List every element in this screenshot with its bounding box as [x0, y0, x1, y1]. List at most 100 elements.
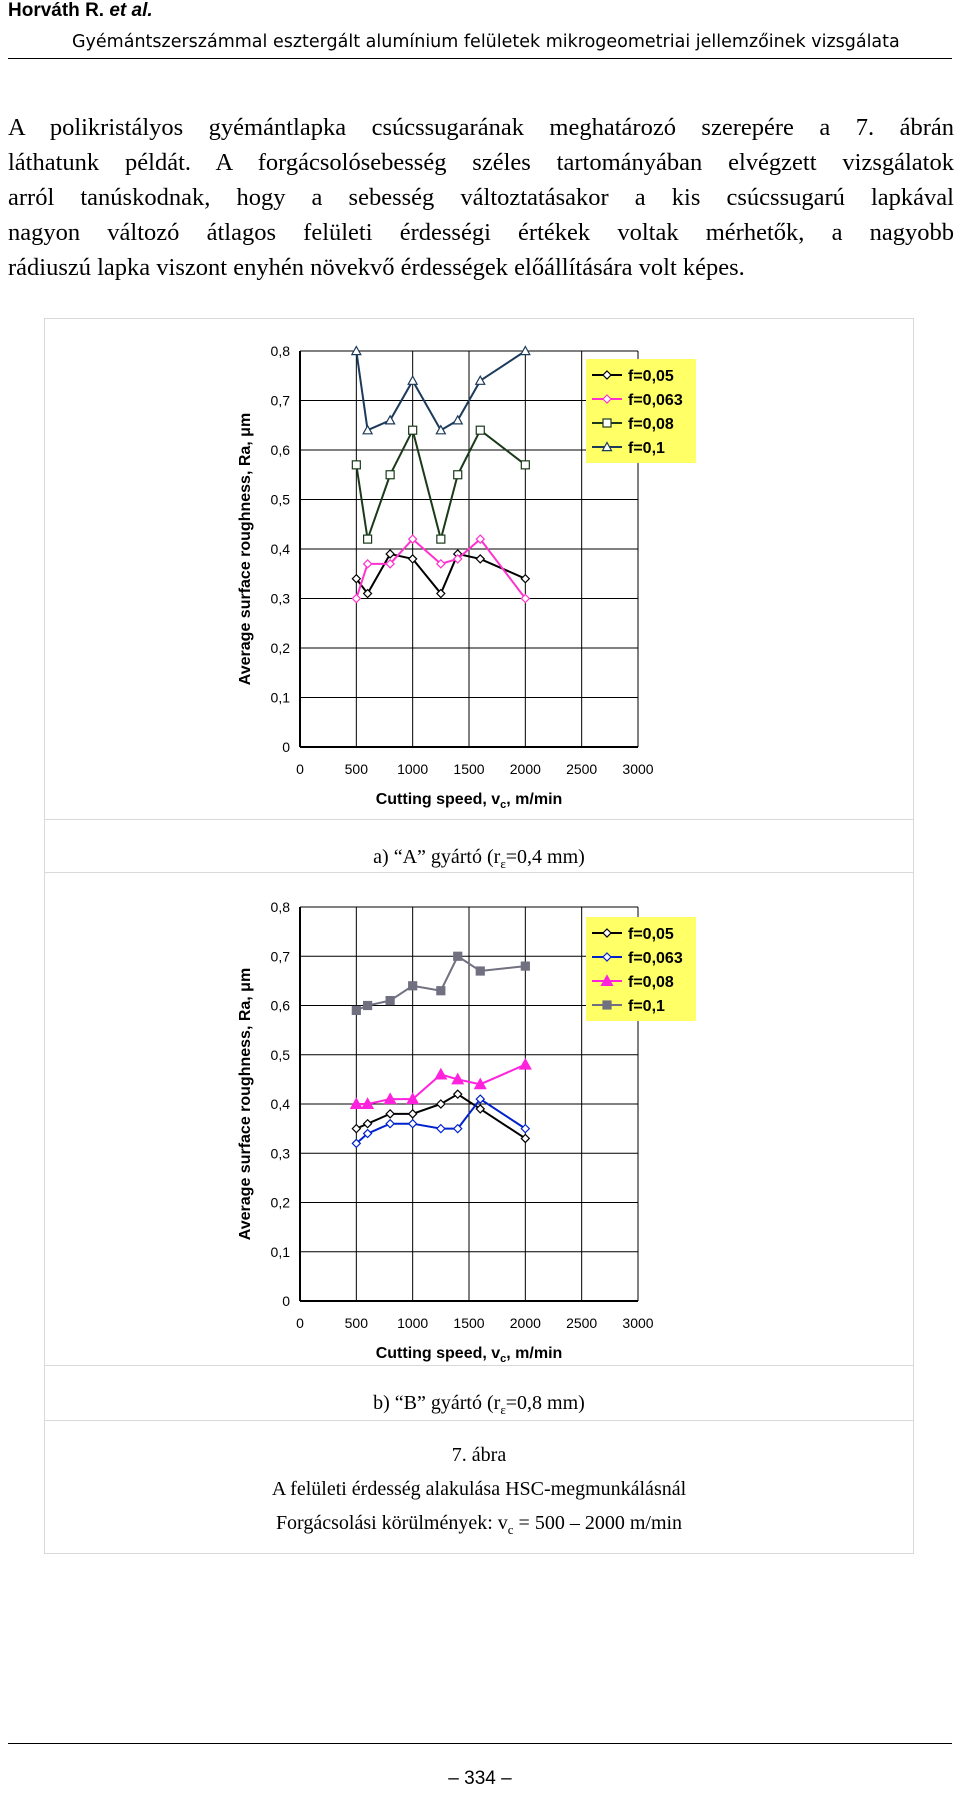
figure-number: 7. ábra	[451, 1444, 507, 1466]
y-tick-label: 0,7	[271, 393, 291, 409]
data-point	[385, 1109, 395, 1119]
data-point	[351, 1005, 361, 1016]
series-f=0,063	[351, 534, 531, 604]
figure-frame	[44, 318, 914, 1554]
data-point	[602, 418, 612, 428]
paragraph-line: nagyon változó átlagos felületi érdesség…	[8, 219, 954, 246]
running-head-title: Gyémántszerszámmal esztergált alumínium …	[72, 32, 900, 52]
data-point	[435, 1123, 446, 1134]
x-tick-label: 1500	[453, 1315, 484, 1331]
series-f=0,1	[351, 951, 530, 1016]
y-tick-label: 0,5	[271, 492, 291, 508]
series-line	[355, 1092, 526, 1140]
data-point	[385, 1118, 395, 1129]
y-axis-title: Average surface roughness, Ra, μm	[237, 413, 254, 685]
data-point	[475, 1104, 486, 1114]
x-tick-label: 2000	[510, 1315, 541, 1331]
y-tick-label: 0	[282, 1293, 290, 1309]
data-point	[600, 974, 614, 987]
data-point	[361, 1097, 375, 1109]
legend-label: f=0,1	[628, 998, 665, 1015]
data-point	[435, 588, 446, 599]
data-point	[475, 534, 486, 544]
data-point	[363, 534, 373, 544]
author-etal: et al.	[109, 0, 153, 21]
figure-separator	[44, 872, 914, 873]
data-point	[475, 1094, 486, 1104]
series-f=0,063	[351, 1094, 531, 1149]
data-point	[453, 951, 463, 961]
data-point	[362, 588, 373, 599]
series-f=0,05	[351, 549, 531, 599]
data-point	[407, 1118, 418, 1129]
y-axis-title: Average surface roughness, Ra, μm	[237, 968, 254, 1240]
header-rule	[8, 58, 952, 59]
data-point	[385, 549, 395, 559]
y-tick-label: 0,2	[271, 1195, 291, 1211]
y-tick-label: 0,6	[271, 442, 291, 458]
data-point	[601, 441, 613, 452]
data-point	[475, 966, 485, 976]
x-axis-title: Cutting speed, vc, m/min	[376, 1345, 563, 1365]
data-point	[435, 1099, 446, 1109]
legend-label: f=0,1	[628, 440, 665, 457]
series-line	[356, 1063, 526, 1105]
data-point	[407, 1109, 418, 1119]
y-tick-label: 0,7	[271, 948, 291, 964]
data-point	[452, 1123, 463, 1134]
legend-label: f=0,063	[628, 950, 683, 967]
paragraph-line: rádiuszú lapka viszont enyhén növekvő ér…	[8, 254, 745, 281]
series-line	[355, 350, 526, 432]
data-point	[435, 424, 447, 435]
data-point	[351, 573, 362, 584]
series-f=0,08	[351, 425, 530, 544]
series-line	[355, 427, 526, 544]
x-tick-label: 0	[296, 1315, 304, 1331]
data-point	[408, 981, 418, 991]
x-axis-title: Cutting speed, vc, m/min	[376, 791, 563, 811]
data-point	[452, 554, 463, 564]
x-tick-label: 500	[345, 1315, 369, 1331]
chart-a: 0 0,1 0,2 0,3 0,4 0,5 0,6 0,7 0,8 0 500 1000 1500 200…	[237, 343, 696, 811]
data-point	[385, 995, 395, 1006]
series-f=0,08	[349, 1057, 532, 1109]
data-point	[474, 374, 486, 385]
running-head-author: Horváth R. et al.	[8, 0, 153, 22]
data-point	[475, 425, 485, 435]
x-tick-label: 1000	[397, 761, 428, 777]
y-tick-label: 0,8	[271, 343, 291, 359]
y-tick-label: 0,4	[271, 1096, 291, 1112]
x-tick-label: 500	[345, 761, 369, 777]
data-point	[518, 1057, 532, 1070]
data-point	[362, 424, 374, 435]
x-tick-label: 0	[296, 761, 304, 777]
x-tick-label: 1500	[453, 761, 484, 777]
figure-separator	[44, 819, 914, 820]
data-point	[602, 952, 612, 962]
y-tick-label: 0,1	[271, 690, 291, 706]
data-point	[519, 345, 531, 356]
data-point	[351, 460, 361, 470]
series-f=0,05	[351, 1089, 531, 1144]
data-point	[520, 460, 530, 470]
paragraph-line: láthatunk példát. A forgácsolósebesség s…	[8, 149, 954, 176]
data-point	[406, 1092, 420, 1105]
data-point	[363, 1000, 373, 1011]
body-paragraph: A polikristályos gyémántlapka csúcssugar…	[8, 110, 954, 285]
author-name: Horváth R.	[8, 0, 105, 21]
footer-rule	[8, 1743, 952, 1744]
data-point	[407, 534, 418, 544]
legend: f=0,05 f=0,063 f=0,08 f=0,1	[586, 917, 696, 1021]
data-point	[435, 559, 446, 569]
data-point	[362, 1128, 373, 1139]
data-point	[452, 414, 464, 425]
data-point	[602, 370, 612, 380]
data-point	[350, 345, 362, 356]
data-point	[384, 414, 396, 425]
y-tick-label: 0,2	[271, 640, 291, 656]
y-tick-label: 0,1	[271, 1244, 291, 1260]
data-point	[351, 1123, 362, 1134]
series-line	[355, 954, 526, 1012]
data-point	[351, 593, 362, 604]
data-point	[520, 573, 531, 584]
